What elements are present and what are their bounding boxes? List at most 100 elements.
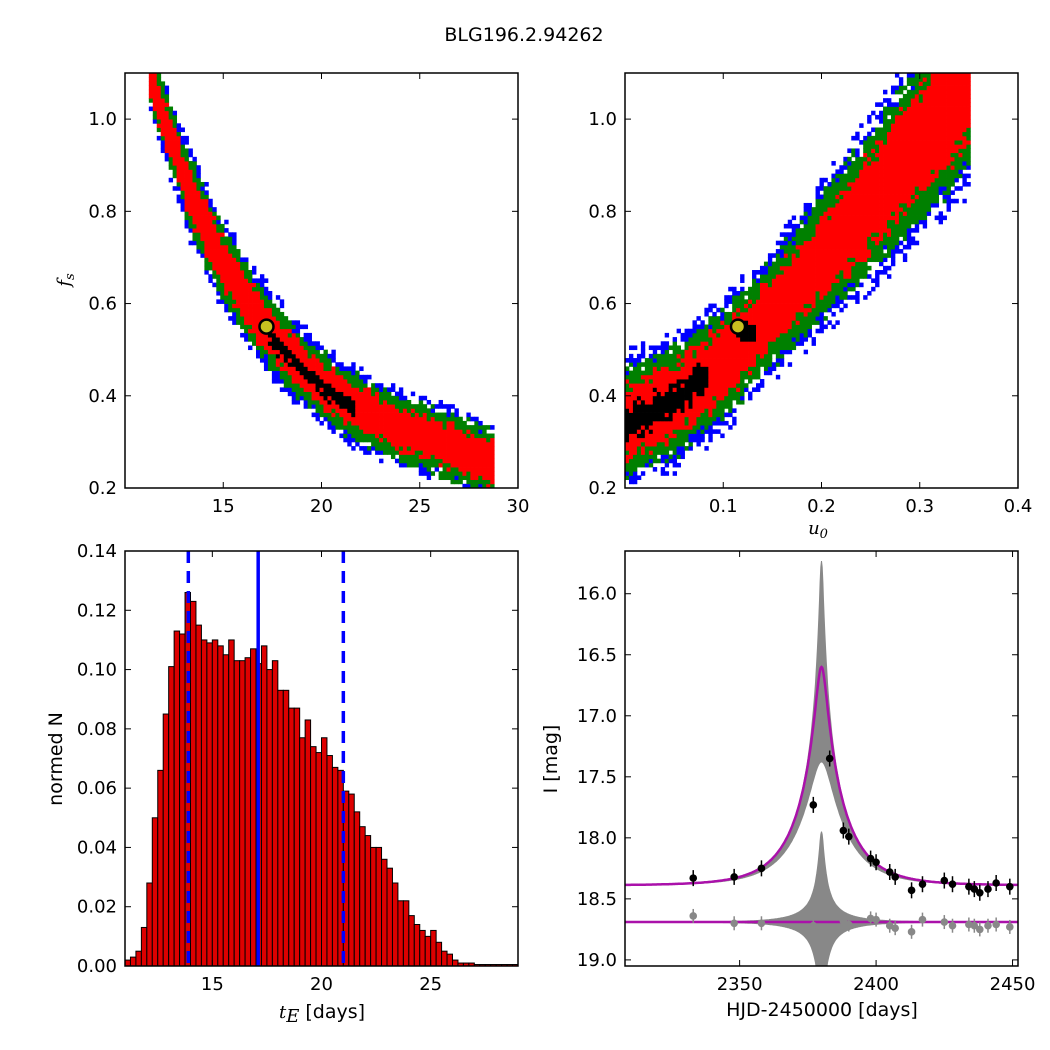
u0-fs-cell <box>775 261 781 267</box>
tE-fs-cell <box>390 383 396 388</box>
u0-fs-cell <box>787 362 793 367</box>
u0-fs-cell <box>767 261 773 267</box>
tE-fs-cell <box>454 467 459 472</box>
tE-fs-cell <box>414 454 420 460</box>
u0-fs-cell <box>815 307 820 313</box>
u0-fs-cell <box>787 223 793 229</box>
u0-fs-cell <box>803 257 809 263</box>
tE-fs-cell <box>414 433 420 439</box>
u0-fs-cell <box>811 265 816 271</box>
tE-fs-cell <box>347 412 352 418</box>
u0-fs-cell <box>843 186 848 191</box>
u0-fs-cell <box>807 307 812 313</box>
tE-fs-cell <box>470 433 475 439</box>
u0-fs-cell <box>875 173 880 179</box>
tE-fs-cell <box>347 429 352 434</box>
u0-fs-cell <box>736 383 741 388</box>
tE-fs-cell <box>168 119 174 124</box>
u0-fs-cell <box>676 370 681 376</box>
u0-fs-cell <box>831 295 836 300</box>
u0-fs-cell <box>720 412 725 418</box>
u0-fs-cell <box>696 425 701 430</box>
tE-fs-cell <box>327 404 332 409</box>
u0-fs-cell <box>902 173 908 179</box>
tE-fs-cell <box>458 458 463 464</box>
u0-fs-cell <box>700 420 705 426</box>
u0-fs-cell <box>879 253 884 258</box>
tE-fs-cell <box>319 374 324 380</box>
panel-tE-fs: 15 20 25 300.20.40.60.81.0 fs <box>54 72 529 517</box>
u0-fs-cell <box>775 295 781 300</box>
u0-fs-cell <box>950 198 955 204</box>
u0-fs-cell <box>644 399 650 405</box>
u0-fs-cell <box>763 316 769 321</box>
tE-fs-cell <box>212 219 217 225</box>
tE-fs-cell <box>398 387 404 392</box>
u0-fs-cell <box>942 110 947 116</box>
u0-fs-cell <box>883 270 888 275</box>
u0-fs-cell <box>688 446 693 451</box>
u0-fs-cell <box>724 412 729 418</box>
u0-fs-cell <box>930 140 936 145</box>
tE-fs-cell <box>216 282 221 288</box>
tE-fs-cell <box>450 446 455 451</box>
tE-fs-cell <box>236 290 241 296</box>
u0-fs-cell <box>859 244 864 250</box>
tE-fs-cell <box>291 320 297 325</box>
u0-fs-cell <box>835 207 840 212</box>
tE-fs-cell <box>478 441 483 447</box>
u0-fs-cell <box>704 337 709 342</box>
u0-fs-cell <box>640 383 646 388</box>
u0-fs-cell <box>636 379 642 384</box>
u0-fs-cell <box>704 412 709 418</box>
tE-fs-cell <box>168 148 174 154</box>
tE-fs-cell <box>200 240 205 246</box>
tE-fs-cell <box>287 328 293 334</box>
tE-fs-cell <box>355 383 360 388</box>
u0-fs-cell <box>779 270 785 275</box>
tE-fs-cell <box>359 374 364 380</box>
tE-fs-cell <box>216 261 221 267</box>
u0-fs-cell <box>783 282 789 288</box>
tE-fs-cell <box>442 441 447 447</box>
tE-fs-cell <box>490 458 495 464</box>
tE-fs-cell <box>303 324 309 330</box>
u0-fs-cell <box>831 207 836 212</box>
u0-fs-cell <box>966 161 971 166</box>
u0-fs-cell <box>839 278 844 283</box>
u0-fs-cell <box>847 261 852 267</box>
u0-fs-cell <box>958 85 963 91</box>
tE-fs-cell <box>390 446 396 451</box>
u0-fs-cell <box>831 186 836 191</box>
tE-fs-cell <box>375 387 380 392</box>
u0-fs-cell <box>926 161 932 166</box>
tE-fs-cell <box>394 450 400 455</box>
tE-fs-cell <box>422 416 428 422</box>
u0-fs-cell <box>688 345 693 351</box>
tE-fs-cell <box>418 467 424 472</box>
tE-fs-cell <box>224 307 229 313</box>
tE-fs-cell <box>299 395 305 401</box>
u0-fs-cell <box>708 341 713 346</box>
u0-fs-cell <box>887 106 892 112</box>
tE-fs-cell <box>474 467 479 472</box>
tE-fs-cell <box>236 257 241 263</box>
u0-fs-cell <box>704 324 709 330</box>
u0-fs-cell <box>640 379 646 384</box>
u0-fs-cell <box>684 345 689 351</box>
u0-fs-cell <box>867 211 872 216</box>
tE-fs-cell <box>208 202 213 208</box>
u0-fs-cell <box>898 249 904 254</box>
tE-fs-cell <box>287 362 293 367</box>
u0-fs-cell <box>680 366 685 372</box>
u0-fs-cell <box>736 395 741 401</box>
u0-fs-cell <box>779 299 785 304</box>
u0-fs-cell <box>906 93 912 99</box>
u0-fs-cell <box>652 399 658 405</box>
tE-fs-cell <box>252 307 257 313</box>
tE-fs-cell <box>236 261 241 267</box>
u0-fs-cell <box>922 219 928 225</box>
tE-fs-cell <box>295 395 301 401</box>
tE-fs-cell <box>208 240 213 246</box>
u0-fs-cell <box>823 232 828 237</box>
